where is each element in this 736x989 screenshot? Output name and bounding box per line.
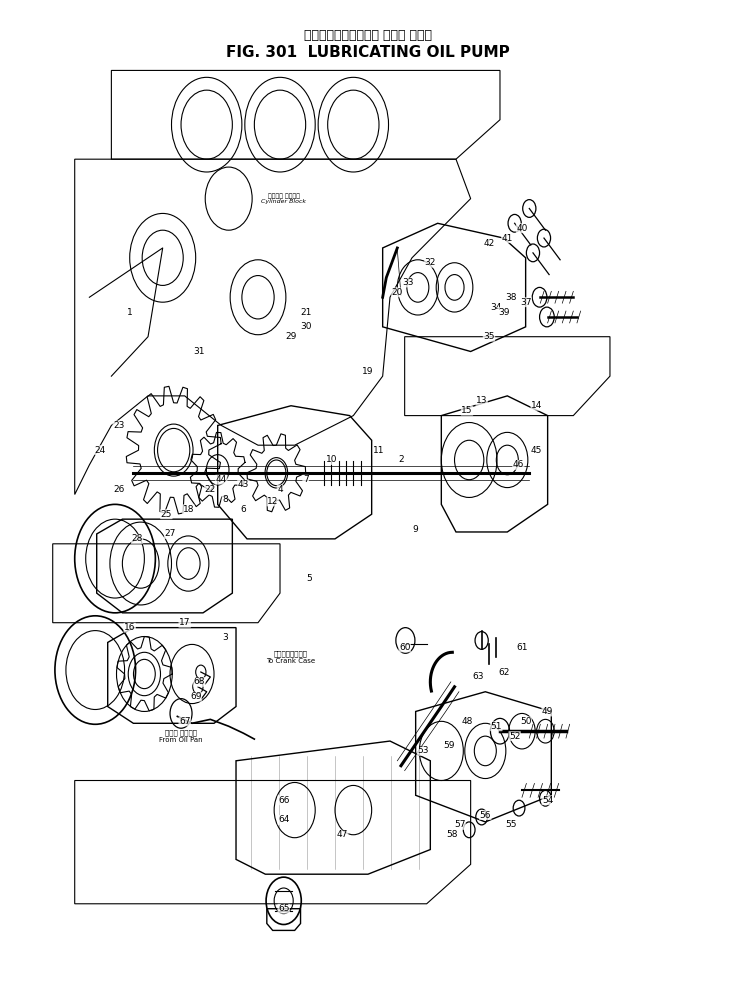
Text: 25: 25: [160, 509, 172, 518]
Text: 30: 30: [300, 322, 311, 331]
Text: 54: 54: [542, 796, 553, 805]
Text: 47: 47: [336, 830, 348, 840]
Text: 65: 65: [278, 904, 289, 913]
Text: 22: 22: [205, 485, 216, 494]
Text: 35: 35: [484, 332, 495, 341]
Text: 52: 52: [509, 732, 520, 741]
Text: 41: 41: [502, 233, 513, 242]
Text: 31: 31: [194, 347, 205, 356]
Text: ルーブリケーティング オイル ポンプ: ルーブリケーティング オイル ポンプ: [304, 30, 432, 43]
Text: 28: 28: [131, 534, 143, 543]
Text: 49: 49: [542, 707, 553, 716]
Text: 21: 21: [300, 308, 311, 316]
Text: 27: 27: [164, 529, 176, 538]
Text: 59: 59: [443, 742, 454, 751]
Text: 64: 64: [278, 816, 289, 825]
Text: 2: 2: [398, 456, 404, 465]
Text: 8: 8: [222, 494, 228, 504]
Text: 32: 32: [425, 258, 436, 267]
Text: 44: 44: [216, 475, 227, 485]
Text: 39: 39: [498, 308, 509, 316]
Text: 45: 45: [531, 446, 542, 455]
Text: 11: 11: [373, 446, 385, 455]
Text: 37: 37: [520, 298, 531, 307]
Text: 67: 67: [179, 717, 191, 726]
Text: 4: 4: [277, 485, 283, 494]
Text: 7: 7: [302, 475, 308, 485]
Text: 19: 19: [362, 367, 374, 376]
Text: 61: 61: [516, 643, 528, 652]
Text: 62: 62: [498, 668, 509, 676]
Text: 9: 9: [413, 524, 419, 533]
Text: 3: 3: [222, 633, 228, 642]
Text: 5: 5: [306, 574, 312, 583]
Text: 14: 14: [531, 402, 542, 410]
Text: 1: 1: [127, 308, 132, 316]
Text: 68: 68: [194, 677, 205, 686]
Text: 60: 60: [399, 643, 411, 652]
Text: エンジン ブロック
Cylinder Block: エンジン ブロック Cylinder Block: [261, 193, 306, 205]
Text: 26: 26: [113, 485, 124, 494]
Text: 48: 48: [461, 717, 473, 726]
Text: 55: 55: [505, 821, 517, 830]
Text: 18: 18: [183, 504, 194, 514]
Text: 12: 12: [267, 496, 278, 506]
Text: 51: 51: [491, 722, 502, 731]
Text: FIG. 301  LUBRICATING OIL PUMP: FIG. 301 LUBRICATING OIL PUMP: [226, 45, 510, 60]
Text: 58: 58: [447, 830, 458, 840]
Text: 38: 38: [505, 293, 517, 302]
Text: 66: 66: [278, 796, 289, 805]
Text: クランクケースへ
To Crank Case: クランクケースへ To Crank Case: [266, 651, 316, 664]
Text: 46: 46: [512, 461, 524, 470]
Text: 15: 15: [461, 406, 473, 415]
Text: 40: 40: [516, 224, 528, 232]
Text: 33: 33: [403, 278, 414, 287]
Text: 29: 29: [286, 332, 297, 341]
Text: 69: 69: [190, 692, 202, 701]
Text: 56: 56: [480, 811, 491, 820]
Text: オイル パンより
From Oil Pan: オイル パンより From Oil Pan: [159, 729, 203, 743]
Text: 57: 57: [454, 821, 465, 830]
Text: 20: 20: [392, 288, 403, 297]
Text: 63: 63: [473, 673, 484, 681]
Text: 17: 17: [179, 618, 191, 627]
Text: 42: 42: [484, 238, 495, 247]
Text: 6: 6: [241, 504, 247, 514]
Text: 34: 34: [491, 303, 502, 312]
Text: 13: 13: [476, 397, 487, 405]
Text: 10: 10: [325, 456, 337, 465]
Text: 24: 24: [95, 446, 106, 455]
Text: 43: 43: [238, 480, 249, 490]
Text: 16: 16: [124, 623, 135, 632]
Text: 23: 23: [113, 421, 124, 430]
Text: 50: 50: [520, 717, 531, 726]
Text: 53: 53: [417, 747, 429, 756]
